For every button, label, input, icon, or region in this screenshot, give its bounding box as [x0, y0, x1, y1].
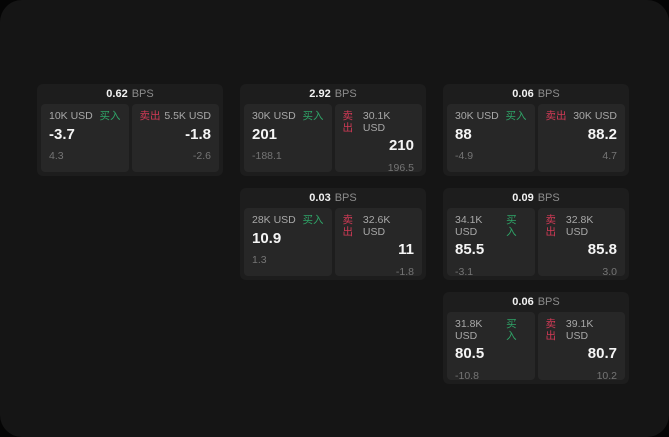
- card-6-spread-header: 0.06 BPS: [443, 292, 629, 312]
- buy-price: 10.9: [252, 229, 282, 247]
- buy-price: 85.5: [455, 241, 485, 259]
- buy-tag: 买入: [506, 318, 517, 342]
- buy-price: 201: [252, 125, 278, 143]
- card-5-sell-panel[interactable]: 卖出 32.8K USD 85.8 3.0: [537, 208, 625, 278]
- card-5-buy-panel[interactable]: 34.1K USD 买入 85.5 -3.1: [447, 208, 535, 278]
- buy-tag: 买入: [506, 214, 517, 238]
- quote-card-2: 2.92 BPS 30K USD 买入 201 -188.1 卖出 30.1K …: [240, 84, 426, 176]
- spread-value: 0.06: [512, 295, 534, 308]
- sell-amount: 30K USD: [573, 110, 617, 122]
- sell-price: 210: [388, 137, 414, 155]
- sell-amount: 39.1K USD: [565, 318, 594, 342]
- buy-tag: 买入: [302, 214, 324, 226]
- sell-price: 85.8: [587, 241, 617, 259]
- sell-amount: 30.1K USD: [362, 110, 391, 134]
- quote-card-6: 0.06 BPS 31.8K USD 买入 80.5 -10.8 卖出 39.1…: [443, 292, 629, 384]
- card-6-buy-panel[interactable]: 31.8K USD 买入 80.5 -10.8: [447, 312, 535, 382]
- spread-unit-label: BPS: [537, 295, 560, 308]
- buy-amount: 10K USD: [49, 110, 93, 122]
- sell-amount: 32.8K USD: [565, 214, 594, 238]
- spread-value: 0.62: [106, 87, 128, 100]
- spread-value: 0.03: [309, 191, 331, 204]
- spread-unit-label: BPS: [334, 191, 357, 204]
- card-3-spread-header: 0.06 BPS: [443, 84, 629, 104]
- spread-value: 0.06: [512, 87, 534, 100]
- buy-price: -3.7: [49, 125, 75, 143]
- spread-unit-label: BPS: [334, 87, 357, 100]
- quote-card-3: 0.06 BPS 30K USD 买入 88 -4.9 卖出 30K USD 8…: [443, 84, 629, 176]
- spread-unit-label: BPS: [537, 191, 560, 204]
- sell-price: -1.8: [185, 125, 211, 143]
- quote-card-1: 0.62 BPS 10K USD 买入 -3.7 4.3 卖出 5.5K USD…: [37, 84, 223, 176]
- quote-card-4: 0.03 BPS 28K USD 买入 10.9 1.3 卖出 32.6K US…: [240, 188, 426, 280]
- buy-amount: 30K USD: [252, 110, 296, 122]
- spread-value: 0.09: [512, 191, 534, 204]
- buy-tag: 买入: [302, 110, 324, 122]
- spread-value: 2.92: [309, 87, 331, 100]
- buy-price: 88: [455, 125, 472, 143]
- spread-unit-label: BPS: [537, 87, 560, 100]
- card-1-spread-header: 0.62 BPS: [37, 84, 223, 104]
- buy-tag: 买入: [505, 110, 527, 122]
- sell-tag: 卖出: [545, 110, 567, 122]
- card-3-buy-panel[interactable]: 30K USD 买入 88 -4.9: [447, 104, 535, 172]
- sell-tag: 卖出: [545, 214, 557, 238]
- sell-delta: -1.8: [395, 265, 414, 278]
- sell-price: 80.7: [587, 345, 617, 363]
- card-3-sell-panel[interactable]: 卖出 30K USD 88.2 4.7: [537, 104, 625, 172]
- sell-price: 88.2: [587, 125, 617, 143]
- buy-delta: -4.9: [455, 150, 474, 163]
- card-6-sell-panel[interactable]: 卖出 39.1K USD 80.7 10.2: [537, 312, 625, 382]
- buy-delta: -188.1: [252, 150, 282, 163]
- sell-delta: -2.6: [192, 150, 211, 163]
- card-4-sell-panel[interactable]: 卖出 32.6K USD 11 -1.8: [334, 208, 422, 278]
- buy-delta: -10.8: [455, 369, 479, 382]
- card-2-sell-panel[interactable]: 卖出 30.1K USD 210 196.5: [334, 104, 422, 174]
- sell-amount: 32.6K USD: [362, 214, 391, 238]
- card-5-spread-header: 0.09 BPS: [443, 188, 629, 208]
- spread-unit-label: BPS: [131, 87, 154, 100]
- card-4-buy-panel[interactable]: 28K USD 买入 10.9 1.3: [244, 208, 332, 276]
- sell-delta: 4.7: [602, 150, 617, 163]
- sell-delta: 196.5: [387, 161, 414, 174]
- card-2-buy-panel[interactable]: 30K USD 买入 201 -188.1: [244, 104, 332, 172]
- buy-delta: 1.3: [252, 254, 267, 267]
- sell-delta: 10.2: [596, 369, 617, 382]
- buy-amount: 30K USD: [455, 110, 499, 122]
- buy-delta: 4.3: [49, 150, 64, 163]
- sell-tag: 卖出: [342, 110, 354, 134]
- sell-price: 11: [398, 241, 414, 259]
- buy-price: 80.5: [455, 345, 485, 363]
- sell-amount: 5.5K USD: [164, 110, 211, 122]
- card-4-spread-header: 0.03 BPS: [240, 188, 426, 208]
- sell-delta: 3.0: [602, 265, 617, 278]
- buy-amount: 34.1K USD: [455, 214, 483, 238]
- card-2-spread-header: 2.92 BPS: [240, 84, 426, 104]
- quote-card-5: 0.09 BPS 34.1K USD 买入 85.5 -3.1 卖出 32.8K…: [443, 188, 629, 280]
- buy-amount: 28K USD: [252, 214, 296, 226]
- sell-tag: 卖出: [342, 214, 354, 238]
- sell-tag: 卖出: [545, 318, 557, 342]
- sell-tag: 卖出: [139, 110, 161, 122]
- buy-delta: -3.1: [455, 265, 474, 278]
- card-1-buy-panel[interactable]: 10K USD 买入 -3.7 4.3: [41, 104, 129, 172]
- buy-amount: 31.8K USD: [455, 318, 483, 342]
- buy-tag: 买入: [99, 110, 121, 122]
- card-1-sell-panel[interactable]: 卖出 5.5K USD -1.8 -2.6: [131, 104, 219, 172]
